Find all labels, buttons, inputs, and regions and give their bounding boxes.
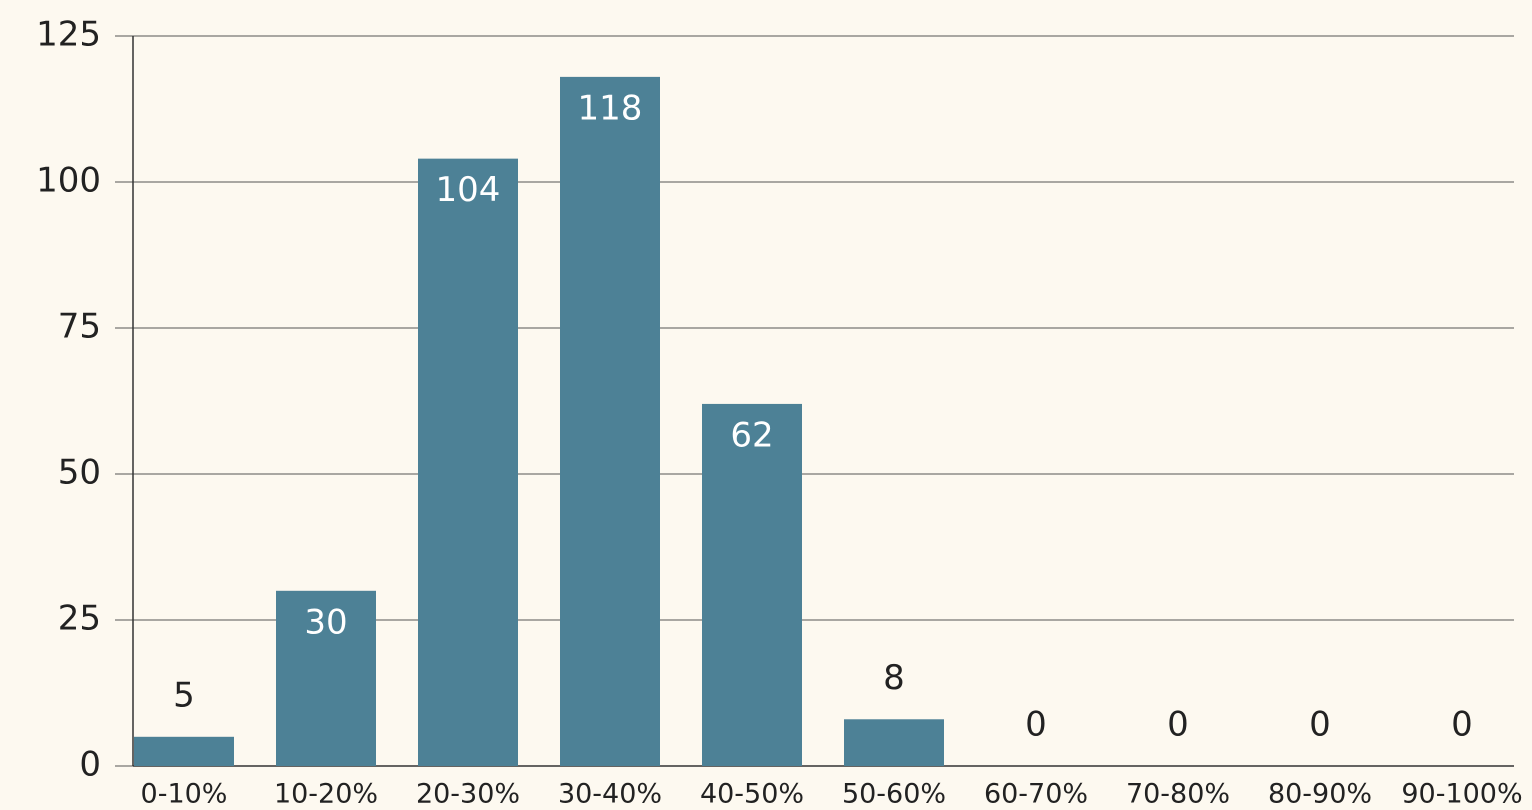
x-tick-label: 0-10% [141, 779, 228, 810]
x-tick-label: 20-30% [416, 779, 520, 810]
x-tick-label: 70-80% [1126, 779, 1230, 810]
value-label: 8 [883, 658, 905, 698]
x-tick-label: 50-60% [842, 779, 946, 810]
x-tick-label: 30-40% [558, 779, 662, 810]
bar [844, 719, 944, 766]
y-tick-label: 50 [58, 453, 101, 493]
x-tick-label: 10-20% [274, 779, 378, 810]
value-label: 104 [436, 170, 501, 210]
y-tick-label: 25 [58, 599, 101, 639]
x-tick-label: 90-100% [1401, 779, 1522, 810]
x-tick-label: 40-50% [700, 779, 804, 810]
value-label: 5 [173, 675, 195, 715]
y-tick-label: 125 [36, 15, 101, 55]
bar [134, 736, 234, 766]
y-tick-label: 0 [79, 745, 101, 785]
x-tick-label: 80-90% [1268, 779, 1372, 810]
y-tick-label: 75 [58, 307, 101, 347]
bar [276, 590, 376, 766]
value-label: 62 [730, 415, 773, 455]
bar [702, 403, 802, 766]
value-label: 118 [578, 88, 643, 128]
bar [418, 158, 518, 766]
value-label: 30 [304, 602, 347, 642]
value-label: 0 [1309, 705, 1331, 745]
bar [560, 76, 660, 766]
value-label: 0 [1451, 705, 1473, 745]
y-tick-label: 100 [36, 161, 101, 201]
value-label: 0 [1025, 705, 1047, 745]
value-label: 0 [1167, 705, 1189, 745]
x-tick-label: 60-70% [984, 779, 1088, 810]
